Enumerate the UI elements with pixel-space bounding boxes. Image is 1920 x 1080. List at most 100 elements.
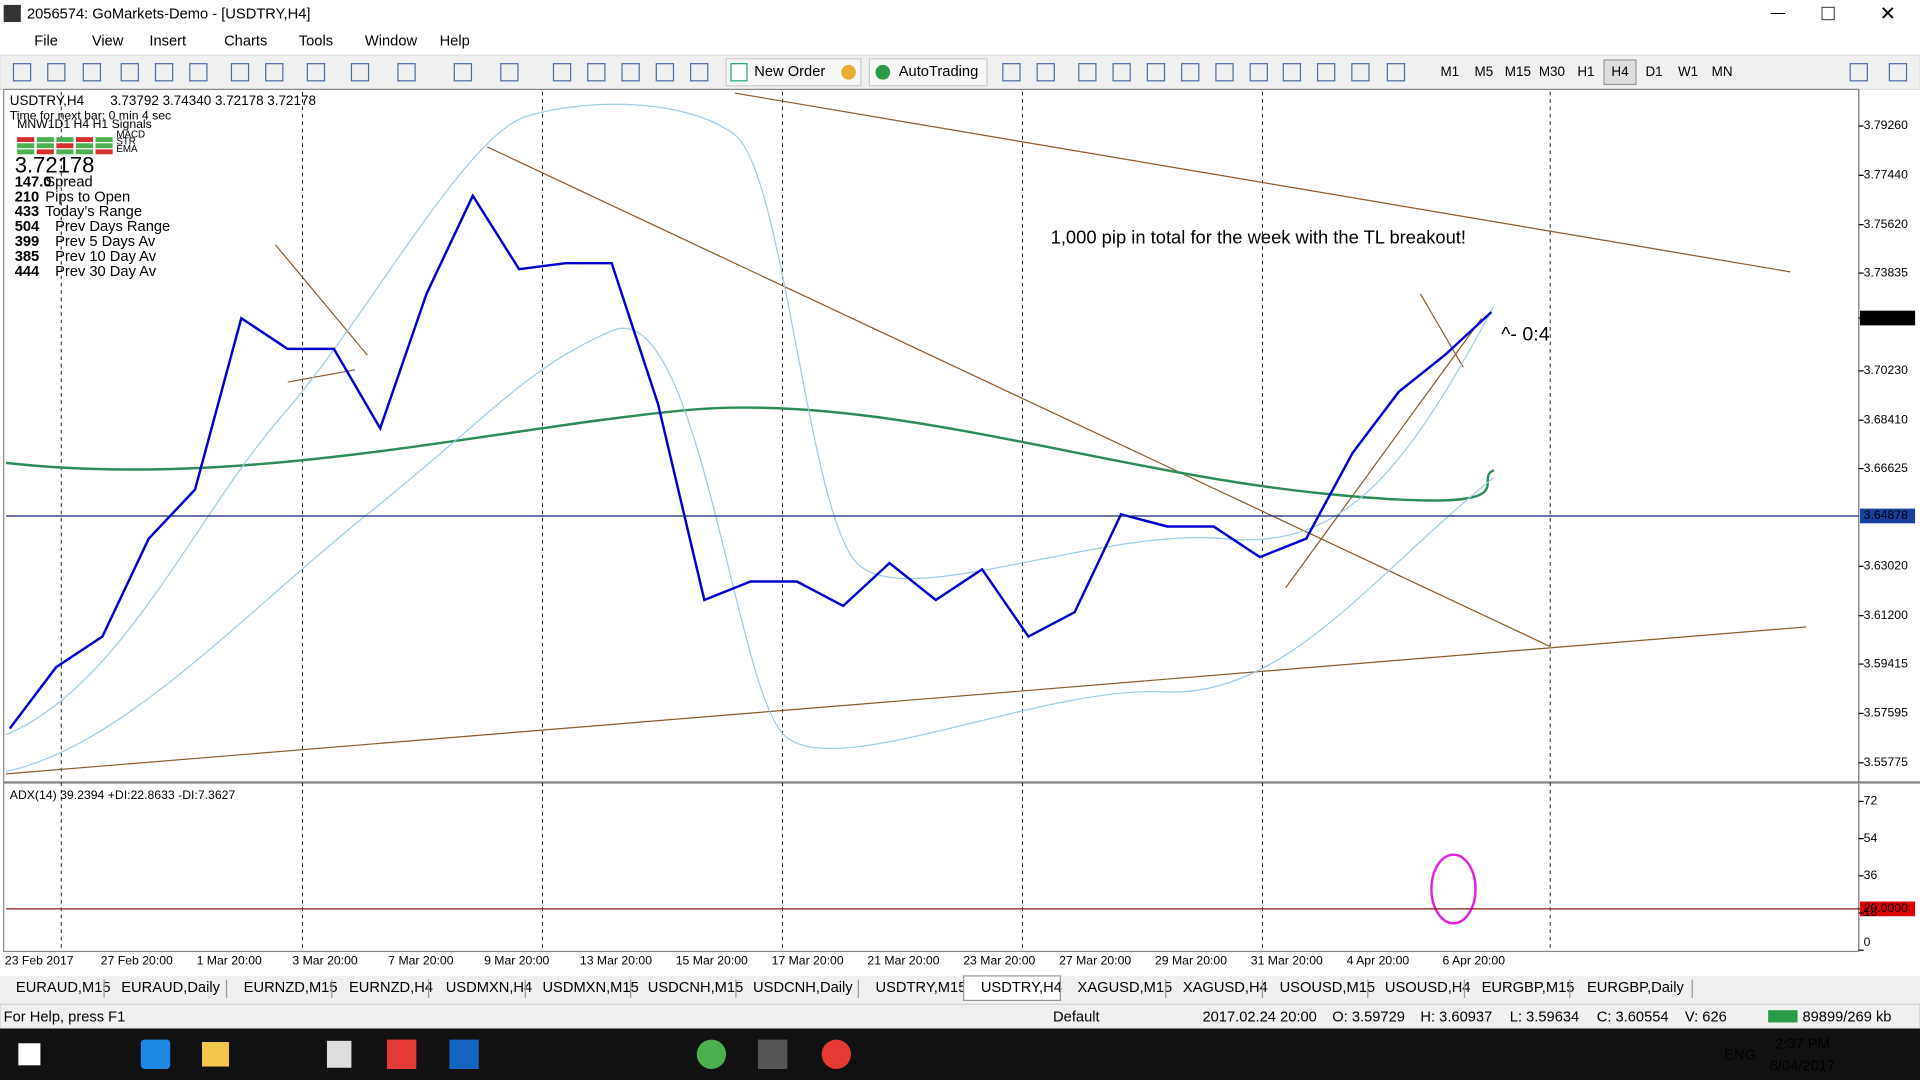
new-order-button[interactable] (725, 58, 862, 87)
toolbar-icon[interactable] (47, 63, 66, 82)
tab[interactable]: USDTRY,H4 (981, 980, 1062, 996)
moving-average (5, 406, 1495, 502)
stat-label: Spread (45, 174, 92, 190)
toolbar-icon[interactable] (1078, 63, 1097, 82)
toolbar-icon[interactable] (1849, 63, 1868, 82)
toolbar-icon[interactable] (690, 63, 709, 82)
toolbar-icon[interactable] (1249, 63, 1268, 82)
menu-item[interactable]: File (34, 34, 58, 50)
menu-item[interactable]: Insert (149, 34, 186, 50)
taskbar (0, 1028, 1920, 1080)
close[interactable]: ✕ (1880, 3, 1896, 25)
toolbar-icon[interactable] (1351, 63, 1370, 82)
tab[interactable]: USDCNH,M15 (648, 980, 743, 996)
timeframe-button[interactable]: H1 (1577, 64, 1594, 79)
timeframe-button[interactable]: W1 (1678, 64, 1698, 79)
menu-item[interactable]: Window (365, 34, 418, 50)
menu-item[interactable]: Charts (224, 34, 267, 50)
toolbar-icon[interactable] (552, 63, 572, 82)
taskbar-app[interactable] (386, 1039, 417, 1069)
signal-bar (56, 149, 74, 155)
timeframe-button[interactable]: M5 (1474, 64, 1493, 79)
toolbar-icon[interactable] (265, 63, 284, 82)
chart-area (3, 88, 1860, 953)
taskbar-app[interactable] (449, 1039, 479, 1069)
taskbar-app[interactable] (326, 1040, 352, 1068)
start-button[interactable] (18, 1043, 41, 1066)
timeframe-button[interactable]: MN (1712, 64, 1733, 79)
x-tick-label: 13 Mar 20:00 (580, 953, 652, 967)
trendline (487, 146, 1551, 648)
timeframe-button[interactable]: D1 (1645, 64, 1662, 79)
y-tick-label: 3.57595 (1864, 706, 1908, 720)
toolbar-icon[interactable] (350, 63, 370, 82)
taskbar-app[interactable] (757, 1039, 788, 1069)
taskbar-app[interactable] (696, 1039, 727, 1069)
toolbar-icon[interactable] (500, 63, 519, 82)
tab[interactable]: XAGUSD,H4 (1183, 980, 1268, 996)
timeframe-button[interactable]: H4 (1611, 64, 1629, 79)
x-tick-label: 6 Apr 20:00 (1442, 953, 1505, 967)
menu-item[interactable]: View (92, 34, 124, 50)
timeframe-button[interactable]: M1 (1440, 64, 1459, 79)
toolbar-icon[interactable] (1146, 63, 1166, 82)
signal-bar (75, 149, 94, 155)
x-tick-label: 4 Apr 20:00 (1347, 953, 1410, 967)
tab[interactable]: EURAUD,Daily (121, 980, 220, 996)
tab[interactable]: USDMXN,H4 (446, 980, 533, 996)
taskbar-app[interactable] (140, 1039, 171, 1069)
tab[interactable]: USOUSD,M15 (1280, 980, 1376, 996)
toolbar-icon[interactable] (120, 63, 139, 82)
timeframe-button[interactable]: M30 (1539, 64, 1565, 79)
stat-label: Prev 10 Day Av (55, 249, 157, 265)
toolbar-icon[interactable] (154, 63, 174, 82)
toolbar-icon[interactable] (1215, 63, 1234, 82)
toolbar-icon[interactable] (1888, 63, 1908, 82)
tab[interactable]: XAGUSD,M15 (1078, 980, 1173, 996)
toolbar-icon[interactable] (306, 63, 326, 82)
status-low: L: 3.59634 (1510, 1009, 1579, 1025)
toolbar-icon[interactable] (587, 63, 606, 82)
tab[interactable]: USDCNH,Daily (753, 980, 853, 996)
tab[interactable]: USDTRY,M15 (876, 980, 967, 996)
tab[interactable]: EURAUD,M15 (16, 980, 111, 996)
indicator-label: MACD (116, 129, 145, 140)
bid-label: 3.72178 (1864, 310, 1908, 324)
toolbar-icon[interactable] (1002, 63, 1021, 82)
toolbar-icon[interactable] (12, 63, 32, 82)
toolbar-icon[interactable] (1112, 63, 1131, 82)
toolbar-icon[interactable] (621, 63, 640, 82)
adx-tick-label: 72 (1864, 794, 1878, 808)
menu-item[interactable]: Help (440, 34, 470, 50)
adx-tick-label: 54 (1864, 831, 1878, 845)
taskbar-app[interactable] (202, 1042, 229, 1067)
y-tick-label: 3.68410 (1864, 412, 1908, 426)
menu-item[interactable]: Tools (299, 34, 333, 50)
toolbar-icon[interactable] (1316, 63, 1336, 82)
toolbar-icon[interactable] (230, 63, 250, 82)
adx-tick-label: 20.0000 (1864, 901, 1908, 915)
tab[interactable]: USDMXN,M15 (542, 980, 638, 996)
tab[interactable]: USOUSD,H4 (1385, 980, 1471, 996)
toolbar-icon[interactable] (397, 63, 416, 82)
tab[interactable]: EURGBP,Daily (1587, 980, 1685, 996)
restore[interactable] (1821, 6, 1835, 21)
toolbar-icon[interactable] (1036, 63, 1055, 82)
toolbar-icon[interactable] (82, 63, 102, 82)
x-tick-label: 9 Mar 20:00 (484, 953, 549, 967)
toolbar-icon[interactable] (1386, 63, 1406, 82)
chart-symbol: USDTRY,H4 (10, 93, 85, 108)
toolbar-icon[interactable] (453, 63, 473, 82)
status-help: For Help, press F1 (4, 1009, 126, 1025)
tab[interactable]: EURGBP,M15 (1482, 980, 1575, 996)
taskbar-app[interactable] (821, 1039, 852, 1069)
minimize[interactable]: — (1771, 5, 1786, 21)
toolbar-icon[interactable] (655, 63, 675, 82)
tab[interactable]: EURNZD,M15 (244, 980, 338, 996)
toolbar-icon[interactable] (189, 63, 208, 82)
tab[interactable]: EURNZD,H4 (349, 980, 433, 996)
x-tick-label: 17 Mar 20:00 (772, 953, 844, 967)
toolbar-icon[interactable] (1282, 63, 1302, 82)
timeframe-button[interactable]: M15 (1505, 64, 1531, 79)
toolbar-icon[interactable] (1181, 63, 1200, 82)
